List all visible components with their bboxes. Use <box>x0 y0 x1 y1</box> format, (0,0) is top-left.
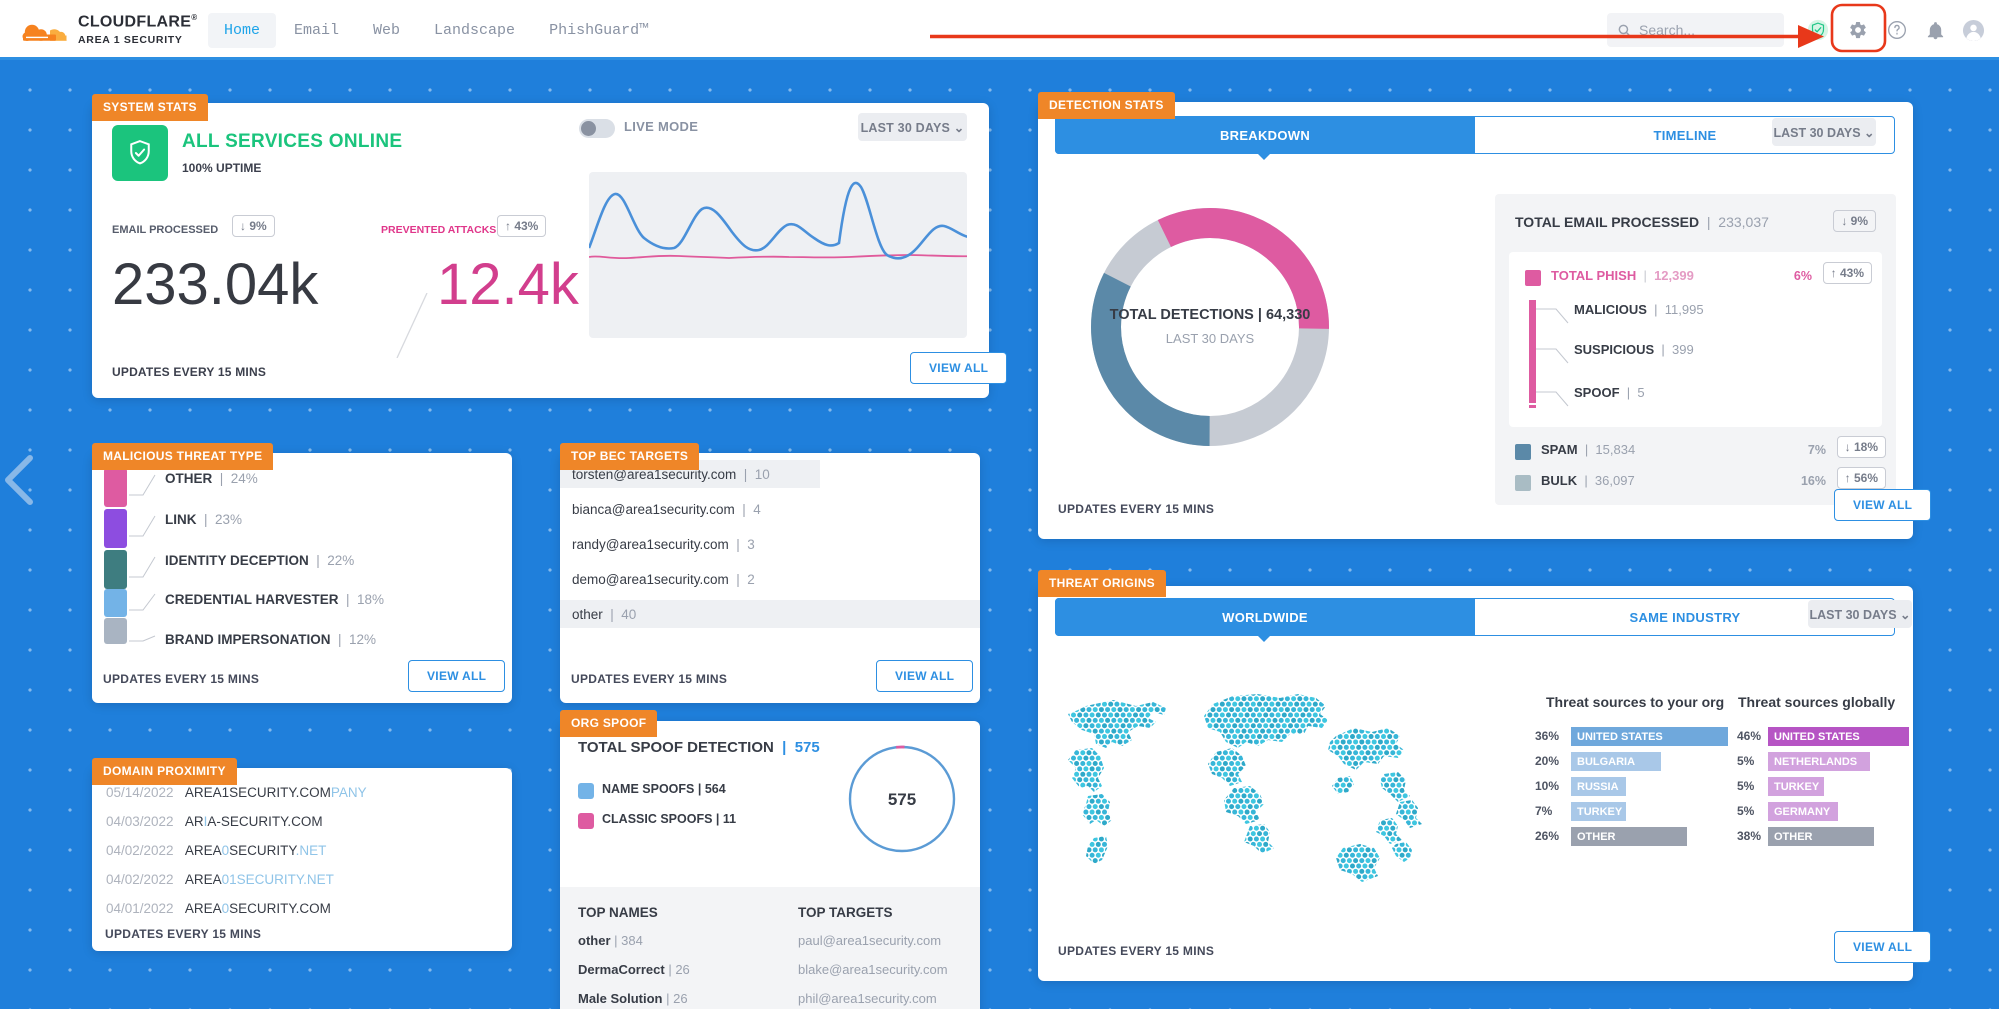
svg-text:TOTAL DETECTIONS | 64,330: TOTAL DETECTIONS | 64,330 <box>1110 307 1311 323</box>
svg-text:LAST 30 DAYS: LAST 30 DAYS <box>1166 331 1255 346</box>
svg-text:575: 575 <box>888 790 916 809</box>
